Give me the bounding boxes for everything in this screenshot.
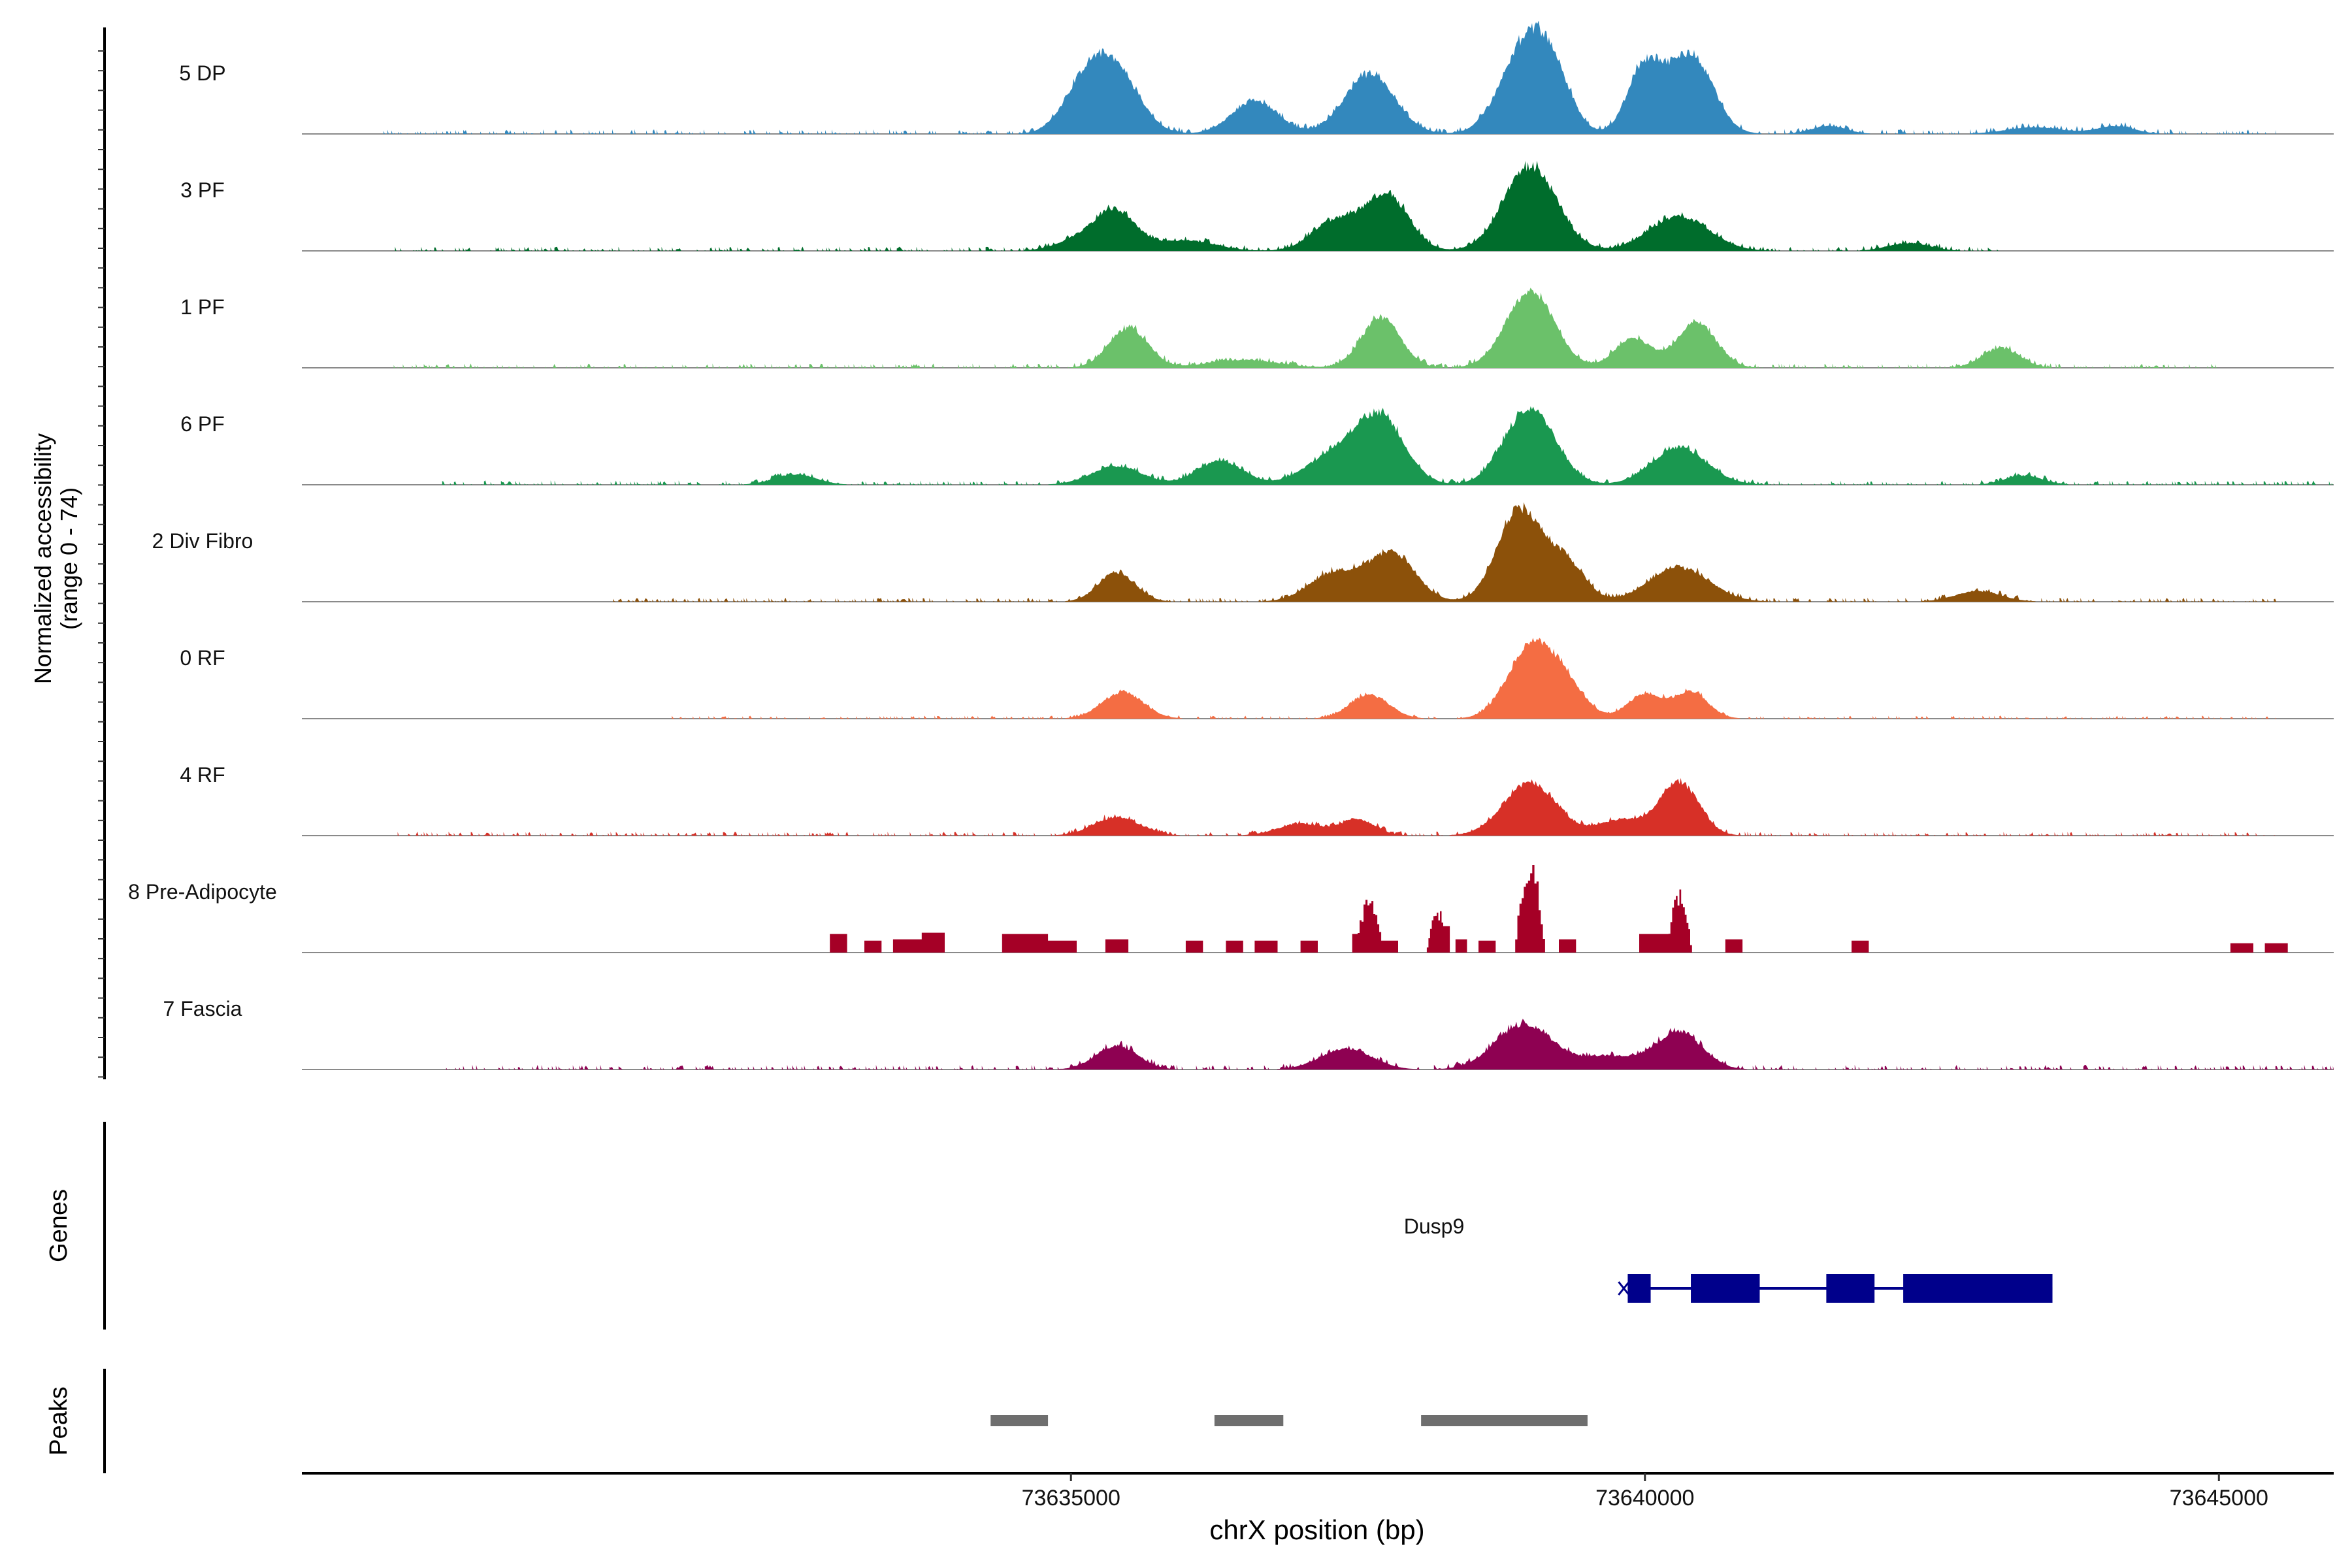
gene-exon <box>1903 1274 2053 1303</box>
y-axis-title-line2: (range 0 - 74) <box>56 487 82 630</box>
gene-exon <box>1627 1274 1651 1303</box>
track-label: 6 PF <box>180 412 225 436</box>
track-label: 0 RF <box>180 646 225 670</box>
track-label: 1 PF <box>180 295 225 319</box>
y-axis-title-line1: Normalized accessibility <box>29 433 56 684</box>
track-label: 2 Div Fibro <box>152 529 253 553</box>
track-label: 8 Pre-Adipocyte <box>128 880 277 904</box>
x-tick-label: 73635000 <box>1022 1486 1120 1511</box>
coverage-area <box>384 20 2277 134</box>
coverage-area <box>672 638 2277 719</box>
coverage-area <box>397 777 2276 836</box>
coverage-tracks <box>302 20 2334 1070</box>
track-5-dp <box>302 20 2334 135</box>
x-axis-title: chrX position (bp) <box>1209 1514 1424 1545</box>
x-tick-label: 73640000 <box>1595 1486 1694 1511</box>
coverage-area <box>830 865 2288 953</box>
track-4-rf <box>302 777 2334 836</box>
track-6-pf <box>302 406 2334 485</box>
track-7-fascia <box>302 1019 2334 1070</box>
peak-region <box>1214 1415 1284 1426</box>
peak-region <box>1421 1415 1588 1426</box>
track-0-rf <box>302 638 2334 719</box>
x-axis-ticks: 73635000 73640000 73645000 <box>1022 1473 2268 1511</box>
gene-dusp9: Dusp9 <box>1404 1215 2053 1303</box>
coverage-area <box>395 161 1999 251</box>
track-2-div-fibro <box>302 502 2334 602</box>
gene-strand-marker <box>1618 1281 1630 1296</box>
peaks-panel-label: Peaks <box>45 1386 73 1456</box>
gene-exon <box>1826 1274 1875 1303</box>
track-labels: 5 DP 3 PF 1 PF 6 PF 2 Div Fibro 0 RF 4 RF 8 Pre… <box>128 61 277 1021</box>
y-axis <box>98 27 106 1079</box>
track-label: 5 DP <box>179 61 225 85</box>
coverage-area <box>393 287 2217 368</box>
track-label: 4 RF <box>180 763 225 787</box>
gene-label: Dusp9 <box>1404 1215 1465 1238</box>
gene-annotations: Dusp9 <box>1404 1215 2053 1303</box>
track-label: 3 PF <box>180 178 225 202</box>
coverage-area <box>613 502 2277 602</box>
peak-regions <box>990 1415 1588 1426</box>
track-1-pf <box>302 287 2334 368</box>
track-label: 7 Fascia <box>163 997 242 1021</box>
gene-exon <box>1691 1274 1760 1303</box>
track-3-pf <box>302 161 2334 252</box>
genes-panel-label: Genes <box>45 1189 73 1262</box>
coverage-area <box>446 1019 2334 1070</box>
x-tick-label: 73645000 <box>2170 1486 2268 1511</box>
peak-region <box>990 1415 1049 1426</box>
coverage-area <box>442 406 2333 485</box>
track-8-pre-adipocyte <box>302 865 2334 953</box>
